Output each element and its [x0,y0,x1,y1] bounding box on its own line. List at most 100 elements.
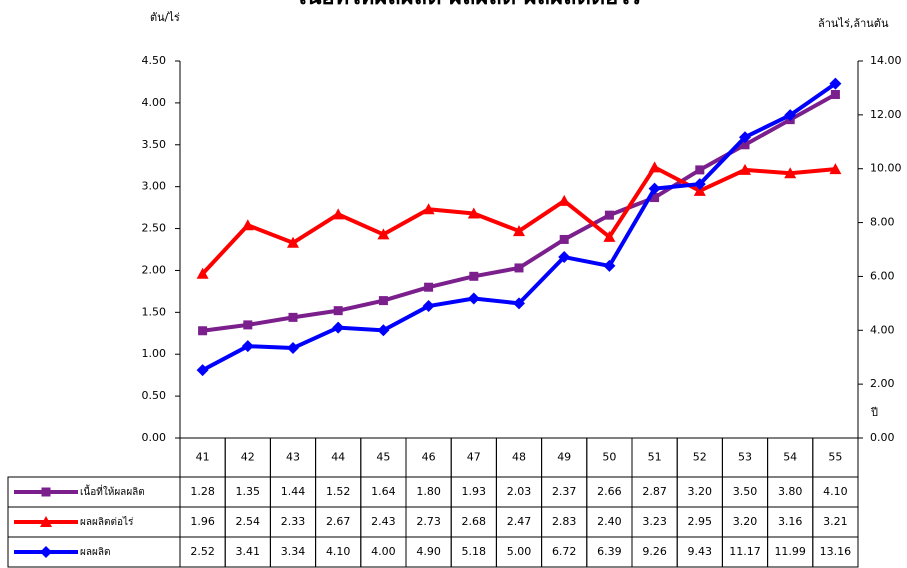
marker [693,184,706,196]
y2-axis-label: ล้านไร่,ล้านตัน [818,17,889,30]
data-label: 1.28 [190,485,215,498]
marker [198,326,208,336]
data-label: 2.83 [552,515,577,528]
marker [196,364,209,377]
marker [196,267,209,279]
marker [241,219,254,231]
marker [377,228,390,240]
marker [422,203,435,215]
data-label: 1.52 [326,485,351,498]
data-label: 6.39 [597,545,622,558]
y2-tick-label: 0.00 [870,431,895,444]
marker [830,90,840,100]
data-label: 3.21 [823,515,848,528]
legend-label: ผลผลิต [80,547,110,558]
marker [603,230,616,242]
data-label: 3.34 [281,545,306,558]
data-label: 2.73 [416,515,441,528]
y2-tick-label: 4.00 [870,323,895,336]
y2-tick-label: 2.00 [870,377,895,390]
series-line [202,92,837,333]
data-label: 1.93 [462,485,487,498]
data-label: 2.52 [190,545,215,558]
data-label: 1.35 [236,485,261,498]
data-label: 1.64 [371,485,396,498]
marker [332,321,345,334]
y-tick-label: 0.50 [142,389,167,402]
x-tick-label: 44 [331,451,345,464]
x-tick-label: 52 [693,451,707,464]
marker [241,340,254,353]
marker [333,306,343,316]
x-tick-label: 49 [557,451,571,464]
data-label: 11.17 [729,545,761,558]
marker [648,182,661,195]
marker [739,131,751,144]
marker [40,516,52,527]
data-label: 1.44 [281,485,306,498]
x-tick-label: 42 [241,451,255,464]
data-label: 2.95 [688,515,713,528]
table-cell [812,536,859,568]
data-label: 6.72 [552,545,577,558]
y-axis-label: ตัน/ไร่ [150,11,180,24]
marker [558,194,571,206]
x-tick-label: 46 [422,451,436,464]
data-label: 3.16 [778,515,803,528]
y-tick-label: 3.00 [142,180,167,193]
data-label: 5.00 [507,545,532,558]
marker [377,324,390,337]
data-label: 4.00 [371,545,396,558]
marker [378,296,388,306]
data-label: 2.66 [597,485,622,498]
marker [422,300,435,313]
marker [287,342,299,355]
data-label: 2.33 [281,515,306,528]
marker [693,178,706,191]
marker [287,236,299,248]
y-tick-label: 1.00 [142,347,167,360]
x-tick-label: 47 [467,451,481,464]
x-tick-label: 54 [783,451,797,464]
marker [513,225,525,237]
data-label: 2.43 [371,515,396,528]
data-label: 4.10 [823,485,848,498]
marker [695,165,705,175]
marker [604,210,614,220]
data-label: 2.03 [507,485,532,498]
data-label: 13.16 [820,545,852,558]
marker [514,263,524,273]
marker [41,487,51,497]
marker [829,77,842,90]
y-tick-label: 4.50 [142,54,167,67]
x-tick-label: 43 [286,451,300,464]
y2-tick-label: 6.00 [870,269,895,282]
marker [784,109,797,122]
data-label: 1.80 [416,485,441,498]
data-label: 2.87 [642,485,667,498]
chart-title: เนื้อที่ให้ผลผลิต ผลผลิต ผลผลิตต่อไร่ [299,0,641,10]
marker [559,234,569,244]
data-label: 3.23 [642,515,667,528]
data-label: 9.26 [642,545,667,558]
marker [740,140,750,150]
data-label: 2.47 [507,515,532,528]
marker [288,312,298,322]
marker [243,320,253,330]
marker [648,161,661,173]
data-label: 9.43 [688,545,713,558]
marker [784,167,797,179]
marker [650,193,660,203]
x-tick-label: 48 [512,451,526,464]
y2-tick-label: 8.00 [870,216,895,229]
marker [469,271,479,281]
y-tick-label: 2.50 [142,222,167,235]
marker [467,207,480,219]
y-tick-label: 0.00 [142,431,167,444]
data-label: 5.18 [462,545,487,558]
legend-label: เนื้อที่ให้ผลผลิต [80,484,145,498]
data-label: 3.20 [688,485,713,498]
y-tick-label: 3.50 [142,138,167,151]
data-label: 4.90 [416,545,441,558]
